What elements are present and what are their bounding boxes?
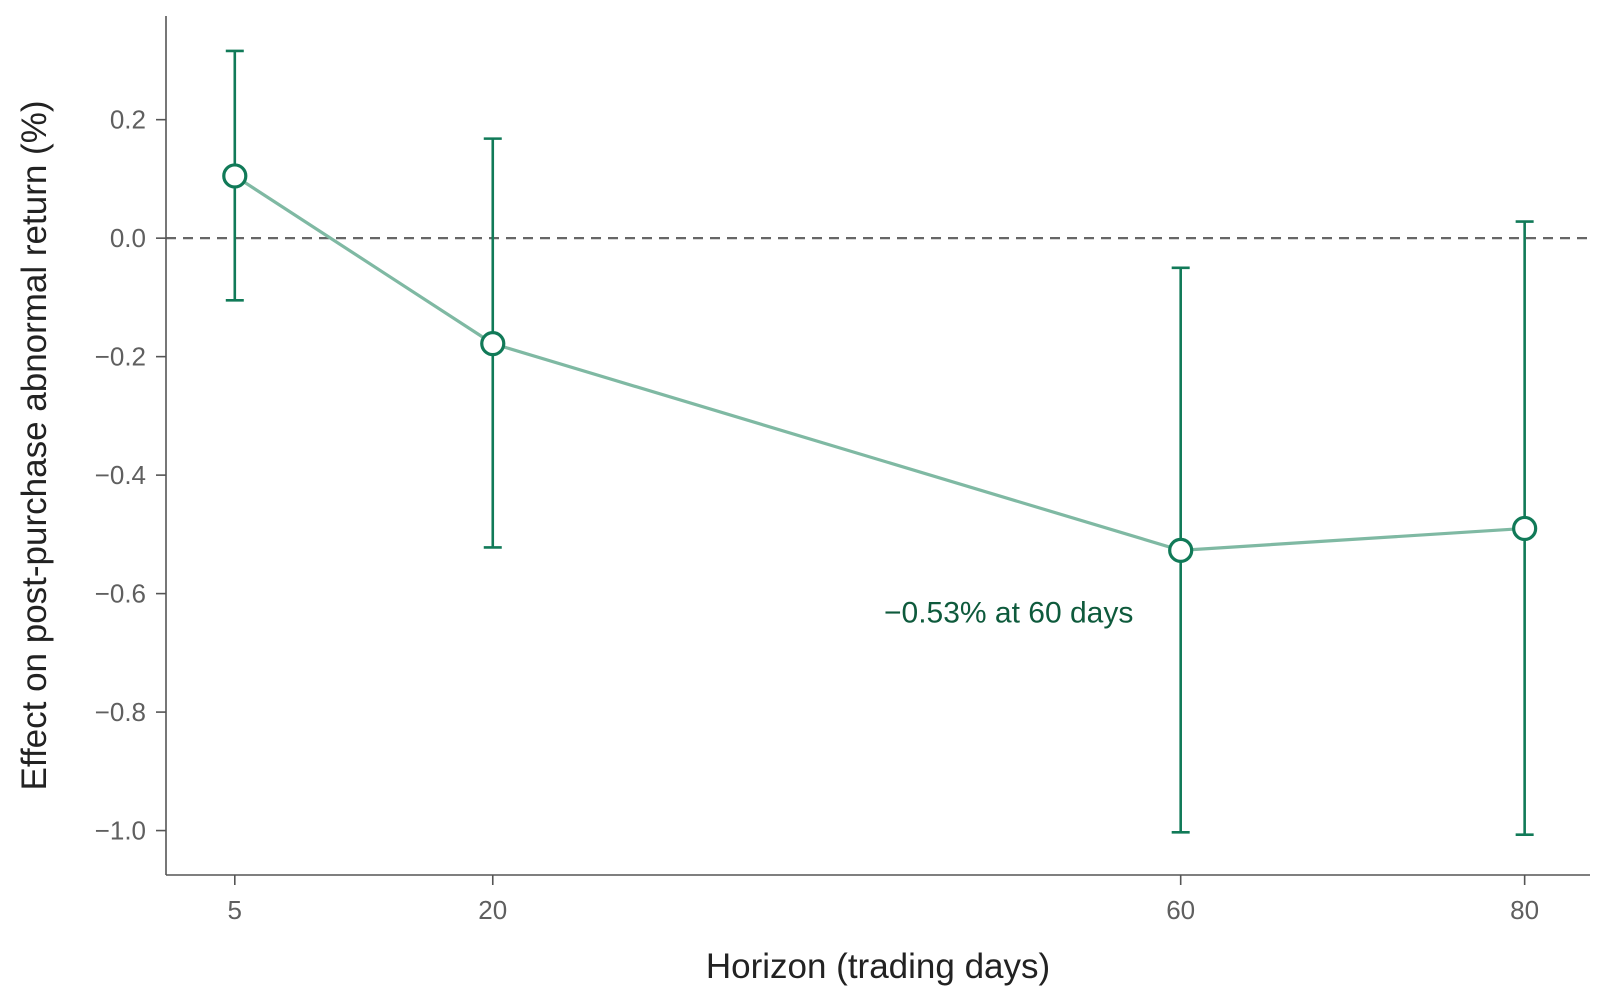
x-axis-label: Horizon (trading days) [706,947,1050,986]
data-point [480,331,506,357]
plot-area [166,49,1590,837]
y-tick-label: 0.0 [110,223,146,253]
y-tick-label: −0.2 [95,342,146,372]
x-tick-label: 80 [1510,895,1539,925]
annotation-label: −0.53% at 60 days [884,596,1133,629]
data-point [1512,515,1538,542]
y-tick-label: 0.2 [110,105,146,135]
axes: 0.2 0.0 −0.2 −0.4 −0.6 −0.8 −1.0 5 20 60 80 [95,16,1590,925]
y-tick-label: −0.4 [95,460,146,490]
y-tick-label: −0.8 [95,697,146,727]
x-tick-label: 20 [478,895,507,925]
series-line [233,174,1525,552]
data-point [1168,537,1194,563]
x-tick-label: 60 [1166,895,1195,925]
data-point [222,163,248,189]
y-axis-label: Effect on post-purchase abnormal return … [15,101,54,791]
x-tick-label: 5 [228,895,242,925]
y-tick-label: −0.6 [95,579,146,609]
y-tick-label: −1.0 [95,816,146,846]
